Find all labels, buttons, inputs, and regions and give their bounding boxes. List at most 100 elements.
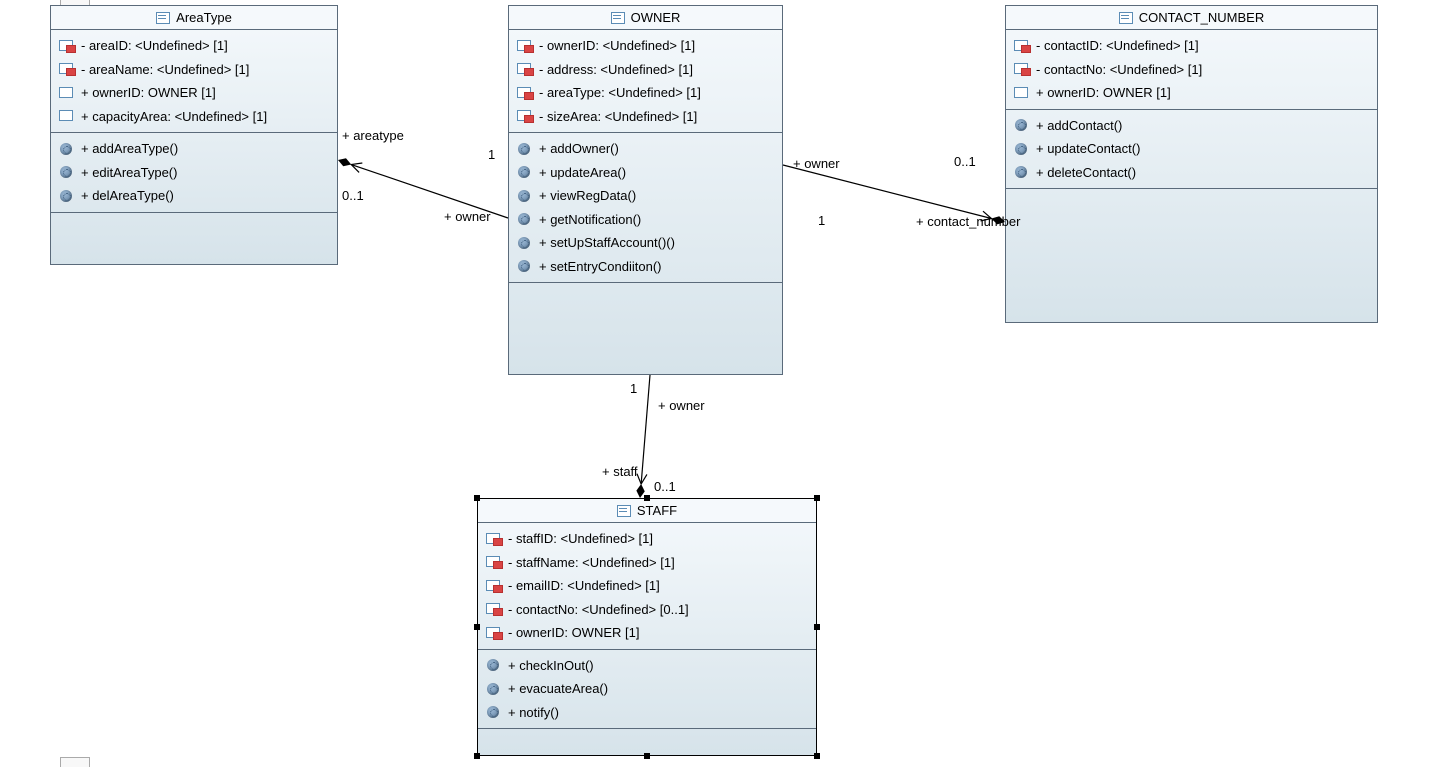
method-row[interactable]: + addContact() <box>1006 114 1377 138</box>
attribute-row[interactable]: + ownerID: OWNER [1] <box>51 81 337 105</box>
attribute-text: - contactNo: <Undefined> [0..1] <box>508 600 689 620</box>
method-row[interactable]: + setUpStaffAccount()() <box>509 231 782 255</box>
attribute-private-icon <box>517 63 533 75</box>
attribute-row[interactable]: - sizeArea: <Undefined> [1] <box>509 105 782 129</box>
method-text: + deleteContact() <box>1036 163 1136 183</box>
attribute-row[interactable]: + ownerID: OWNER [1] <box>1006 81 1377 105</box>
attribute-text: - ownerID: OWNER [1] <box>508 623 639 643</box>
attribute-private-icon <box>59 40 75 52</box>
selection-handle[interactable] <box>474 495 480 501</box>
selection-handle[interactable] <box>814 624 820 630</box>
attribute-public-icon <box>59 87 75 99</box>
attribute-row[interactable]: - staffID: <Undefined> [1] <box>478 527 816 551</box>
attribute-private-icon <box>486 556 502 568</box>
method-row[interactable]: + updateArea() <box>509 161 782 185</box>
method-row[interactable]: + deleteContact() <box>1006 161 1377 185</box>
method-icon <box>517 189 533 203</box>
mult-label-owner-left: 1 <box>488 147 495 162</box>
class-areatype[interactable]: AreaType - areaID: <Undefined> [1]- area… <box>50 5 338 265</box>
attribute-private-icon <box>517 110 533 122</box>
selection-handle[interactable] <box>644 495 650 501</box>
method-text: + updateArea() <box>539 163 626 183</box>
method-row[interactable]: + addOwner() <box>509 137 782 161</box>
role-label-contact: + contact_number <box>916 214 1020 229</box>
class-contact-number[interactable]: CONTACT_NUMBER - contactID: <Undefined> … <box>1005 5 1378 323</box>
attribute-row[interactable]: - ownerID: <Undefined> [1] <box>509 34 782 58</box>
method-text: + setEntryCondiiton() <box>539 257 661 277</box>
method-icon <box>517 236 533 250</box>
attribute-row[interactable]: + capacityArea: <Undefined> [1] <box>51 105 337 129</box>
method-icon <box>59 165 75 179</box>
method-row[interactable]: + notify() <box>478 701 816 725</box>
attribute-private-icon <box>1014 40 1030 52</box>
attribute-row[interactable]: - contactNo: <Undefined> [1] <box>1006 58 1377 82</box>
attribute-public-icon <box>1014 87 1030 99</box>
method-row[interactable]: + updateContact() <box>1006 137 1377 161</box>
method-row[interactable]: + setEntryCondiiton() <box>509 255 782 279</box>
diagram-canvas[interactable]: AreaType - areaID: <Undefined> [1]- area… <box>0 0 1431 767</box>
attribute-text: + ownerID: OWNER [1] <box>1036 83 1171 103</box>
attribute-text: - staffName: <Undefined> [1] <box>508 553 675 573</box>
attribute-row[interactable]: - emailID: <Undefined> [1] <box>478 574 816 598</box>
method-text: + addAreaType() <box>81 139 178 159</box>
bottom-tab-marker <box>60 757 90 767</box>
attribute-row[interactable]: - staffName: <Undefined> [1] <box>478 551 816 575</box>
method-icon <box>486 682 502 696</box>
attribute-row[interactable]: - contactNo: <Undefined> [0..1] <box>478 598 816 622</box>
attribute-row[interactable]: - contactID: <Undefined> [1] <box>1006 34 1377 58</box>
class-header: OWNER <box>509 6 782 30</box>
attribute-row[interactable]: - areaType: <Undefined> [1] <box>509 81 782 105</box>
method-row[interactable]: + evacuateArea() <box>478 677 816 701</box>
methods-compartment: + checkInOut()+ evacuateArea()+ notify() <box>478 650 816 730</box>
selection-handle[interactable] <box>644 753 650 759</box>
attribute-private-icon <box>517 40 533 52</box>
attribute-text: - ownerID: <Undefined> [1] <box>539 36 695 56</box>
method-text: + getNotification() <box>539 210 641 230</box>
association-owner-staff <box>636 375 650 498</box>
selection-handle[interactable] <box>474 624 480 630</box>
attribute-row[interactable]: - areaName: <Undefined> [1] <box>51 58 337 82</box>
class-icon <box>611 12 625 24</box>
empty-compartment <box>509 283 782 295</box>
attribute-text: - contactNo: <Undefined> [1] <box>1036 60 1202 80</box>
class-staff[interactable]: STAFF - staffID: <Undefined> [1]- staffN… <box>477 498 817 756</box>
method-text: + editAreaType() <box>81 163 177 183</box>
class-icon <box>156 12 170 24</box>
attribute-text: + capacityArea: <Undefined> [1] <box>81 107 267 127</box>
methods-compartment: + addContact()+ updateContact()+ deleteC… <box>1006 110 1377 190</box>
class-header: CONTACT_NUMBER <box>1006 6 1377 30</box>
attributes-compartment: - ownerID: <Undefined> [1]- address: <Un… <box>509 30 782 133</box>
attribute-private-icon <box>486 627 502 639</box>
class-name: STAFF <box>637 503 677 518</box>
mult-label-owner-bottom: 1 <box>630 381 637 396</box>
role-label-staff: + staff <box>602 464 638 479</box>
method-row[interactable]: + viewRegData() <box>509 184 782 208</box>
method-row[interactable]: + getNotification() <box>509 208 782 232</box>
attribute-row[interactable]: - address: <Undefined> [1] <box>509 58 782 82</box>
role-label-areatype: + areatype <box>342 128 404 143</box>
method-row[interactable]: + editAreaType() <box>51 161 337 185</box>
attribute-text: - areaType: <Undefined> [1] <box>539 83 701 103</box>
method-row[interactable]: + checkInOut() <box>478 654 816 678</box>
method-text: + checkInOut() <box>508 656 594 676</box>
mult-label-owner-right: 1 <box>818 213 825 228</box>
method-row[interactable]: + addAreaType() <box>51 137 337 161</box>
attribute-row[interactable]: - areaID: <Undefined> [1] <box>51 34 337 58</box>
method-icon <box>486 658 502 672</box>
mult-label-contact: 0..1 <box>954 154 976 169</box>
selection-handle[interactable] <box>814 495 820 501</box>
method-row[interactable]: + delAreaType() <box>51 184 337 208</box>
attribute-row[interactable]: - ownerID: OWNER [1] <box>478 621 816 645</box>
method-icon <box>1014 165 1030 179</box>
role-label-owner-bottom: + owner <box>658 398 705 413</box>
attribute-text: - emailID: <Undefined> [1] <box>508 576 660 596</box>
class-owner[interactable]: OWNER - ownerID: <Undefined> [1]- addres… <box>508 5 783 375</box>
method-text: + addOwner() <box>539 139 619 159</box>
attributes-compartment: - contactID: <Undefined> [1]- contactNo:… <box>1006 30 1377 110</box>
mult-label-areatype: 0..1 <box>342 188 364 203</box>
class-name: CONTACT_NUMBER <box>1139 10 1264 25</box>
selection-handle[interactable] <box>474 753 480 759</box>
selection-handle[interactable] <box>814 753 820 759</box>
methods-compartment: + addOwner() + updateArea()+ viewRegData(… <box>509 133 782 283</box>
attribute-private-icon <box>517 87 533 99</box>
